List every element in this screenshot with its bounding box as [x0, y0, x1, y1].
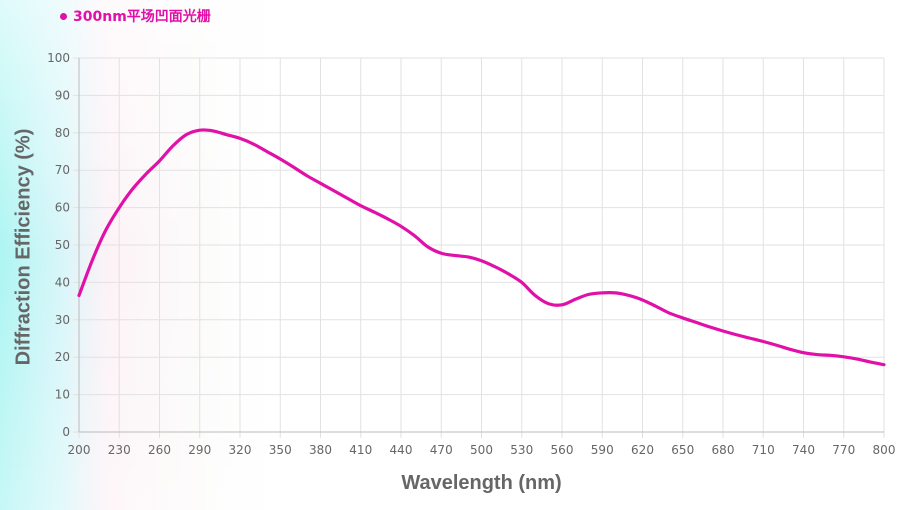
x-tick-label: 800 [873, 443, 896, 457]
y-tick-label: 50 [55, 238, 70, 252]
y-tick-label: 20 [55, 350, 70, 364]
x-tick-label: 260 [148, 443, 171, 457]
x-axis-title: Wavelength (nm) [401, 472, 561, 494]
x-tick-label: 500 [470, 443, 493, 457]
y-tick-label: 40 [55, 275, 70, 289]
legend-label: 300nm平场凹面光栅 [73, 9, 211, 25]
x-tick-label: 200 [68, 443, 91, 457]
x-tick-label: 770 [832, 443, 855, 457]
x-tick-label: 710 [752, 443, 775, 457]
y-tick-label: 60 [55, 201, 70, 215]
x-tick-label: 680 [712, 443, 735, 457]
y-tick-label: 70 [55, 163, 70, 177]
legend[interactable]: 300nm平场凹面光栅 [60, 6, 211, 26]
tick-labels: 200 230 260 290 320 350 380 410 440 470 500 530 560 5… [47, 51, 895, 457]
x-tick-label: 740 [792, 443, 815, 457]
x-tick-label: 290 [188, 443, 211, 457]
y-tick-label: 10 [55, 388, 70, 402]
y-axis-title: Diffraction Efficiency (%) [12, 129, 34, 366]
x-tick-label: 440 [390, 443, 413, 457]
x-tick-label: 470 [430, 443, 453, 457]
x-tick-label: 350 [269, 443, 292, 457]
legend-marker [60, 12, 67, 20]
y-tick-label: 100 [47, 51, 70, 65]
axes [78, 58, 884, 433]
x-tick-label: 410 [349, 443, 372, 457]
x-tick-label: 230 [108, 443, 131, 457]
x-tick-label: 320 [229, 443, 252, 457]
x-tick-label: 590 [591, 443, 614, 457]
x-tick-label: 560 [551, 443, 574, 457]
series [77, 128, 886, 367]
grid [73, 57, 885, 438]
series-line-0 [77, 128, 886, 367]
y-tick-label: 80 [55, 126, 70, 140]
y-tick-label: 0 [62, 425, 70, 439]
x-tick-label: 650 [671, 443, 694, 457]
y-tick-label: 30 [55, 313, 70, 327]
y-tick-label: 90 [55, 88, 70, 102]
x-tick-label: 380 [309, 443, 332, 457]
x-tick-label: 620 [631, 443, 654, 457]
x-tick-label: 530 [510, 443, 533, 457]
